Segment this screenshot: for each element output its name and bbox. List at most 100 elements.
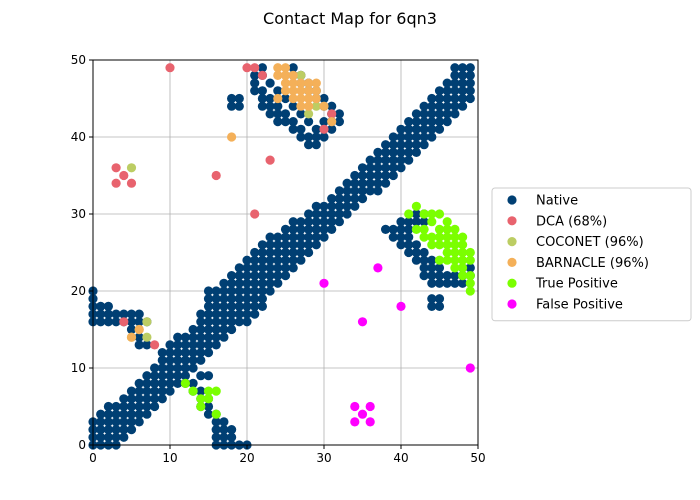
data-point bbox=[411, 117, 421, 127]
data-point bbox=[111, 432, 121, 442]
data-point bbox=[126, 324, 137, 335]
data-point bbox=[165, 363, 175, 373]
data-point bbox=[96, 309, 106, 319]
data-point bbox=[465, 247, 475, 258]
data-point bbox=[173, 371, 183, 381]
plot-frame bbox=[92, 59, 479, 446]
data-point bbox=[280, 117, 291, 127]
data-point bbox=[257, 63, 267, 73]
data-point bbox=[273, 263, 283, 273]
data-point bbox=[150, 386, 160, 396]
data-point bbox=[242, 63, 252, 73]
data-point bbox=[365, 163, 375, 173]
data-point bbox=[427, 278, 437, 288]
data-point bbox=[434, 278, 445, 288]
data-point bbox=[311, 124, 321, 134]
data-point bbox=[458, 101, 468, 111]
data-point bbox=[319, 232, 329, 242]
data-point bbox=[288, 263, 298, 273]
data-point bbox=[427, 271, 437, 281]
axis-ticks: 0 10 20 30 40 50 0 10 20 30 40 50 bbox=[71, 53, 486, 465]
data-point bbox=[319, 101, 329, 111]
data-point bbox=[311, 217, 321, 227]
data-point bbox=[357, 186, 368, 196]
data-point bbox=[103, 401, 113, 412]
y-tick-label: 50 bbox=[71, 53, 86, 67]
data-point bbox=[219, 286, 229, 296]
data-point bbox=[196, 309, 206, 319]
data-point bbox=[126, 386, 137, 396]
data-point bbox=[404, 224, 414, 234]
data-point bbox=[280, 109, 291, 119]
data-point bbox=[411, 209, 421, 219]
data-point bbox=[357, 194, 368, 204]
data-point bbox=[450, 70, 460, 80]
data-point bbox=[357, 317, 368, 327]
x-tick-label: 20 bbox=[239, 451, 254, 465]
data-point bbox=[296, 247, 306, 258]
data-point bbox=[134, 401, 144, 412]
data-point bbox=[311, 224, 321, 234]
data-point bbox=[427, 301, 437, 311]
data-point bbox=[203, 409, 214, 419]
data-point bbox=[234, 278, 244, 288]
legend-label: DCA (68%) bbox=[536, 214, 607, 229]
data-point bbox=[203, 340, 214, 350]
data-point bbox=[319, 93, 329, 104]
data-point bbox=[250, 286, 260, 296]
data-point bbox=[342, 178, 352, 188]
data-point bbox=[434, 224, 445, 234]
data-point bbox=[234, 301, 244, 311]
data-point bbox=[126, 409, 137, 419]
data-point bbox=[365, 186, 375, 196]
data-point bbox=[458, 63, 468, 73]
data-point bbox=[434, 294, 445, 304]
data-point bbox=[173, 340, 183, 350]
data-point bbox=[180, 340, 190, 350]
series-false-positive bbox=[319, 263, 475, 427]
data-point bbox=[296, 224, 306, 234]
y-tick-label: 0 bbox=[78, 438, 86, 452]
data-point bbox=[327, 194, 337, 204]
data-point bbox=[211, 317, 221, 327]
data-point bbox=[311, 86, 321, 96]
data-point bbox=[334, 186, 344, 196]
data-point bbox=[404, 140, 414, 150]
data-point bbox=[427, 240, 437, 250]
data-point bbox=[388, 147, 398, 157]
data-point bbox=[257, 286, 267, 296]
data-point bbox=[157, 386, 167, 396]
data-point bbox=[334, 201, 344, 211]
data-point bbox=[381, 155, 391, 165]
data-point bbox=[319, 117, 329, 127]
data-point bbox=[242, 271, 252, 281]
data-point bbox=[442, 117, 452, 127]
data-point bbox=[150, 371, 160, 381]
data-point bbox=[96, 432, 106, 442]
data-point bbox=[296, 109, 306, 119]
data-point bbox=[288, 86, 298, 96]
data-point bbox=[342, 201, 352, 211]
data-point bbox=[219, 432, 229, 442]
data-point bbox=[150, 394, 160, 404]
data-point bbox=[211, 286, 221, 296]
data-point bbox=[134, 378, 144, 388]
data-point bbox=[427, 217, 437, 227]
data-point bbox=[280, 63, 291, 73]
data-point bbox=[465, 263, 475, 273]
data-point bbox=[188, 348, 198, 358]
data-point bbox=[257, 101, 267, 111]
data-point bbox=[334, 109, 344, 119]
data-point bbox=[427, 132, 437, 142]
legend-marker bbox=[507, 216, 517, 226]
data-point bbox=[427, 109, 437, 119]
data-point bbox=[311, 93, 321, 104]
data-point bbox=[288, 93, 298, 104]
data-point bbox=[411, 124, 421, 134]
data-point bbox=[411, 147, 421, 157]
data-point bbox=[234, 317, 244, 327]
data-point bbox=[142, 332, 152, 342]
data-point bbox=[173, 378, 183, 388]
data-point bbox=[350, 401, 360, 412]
data-point bbox=[96, 301, 106, 311]
